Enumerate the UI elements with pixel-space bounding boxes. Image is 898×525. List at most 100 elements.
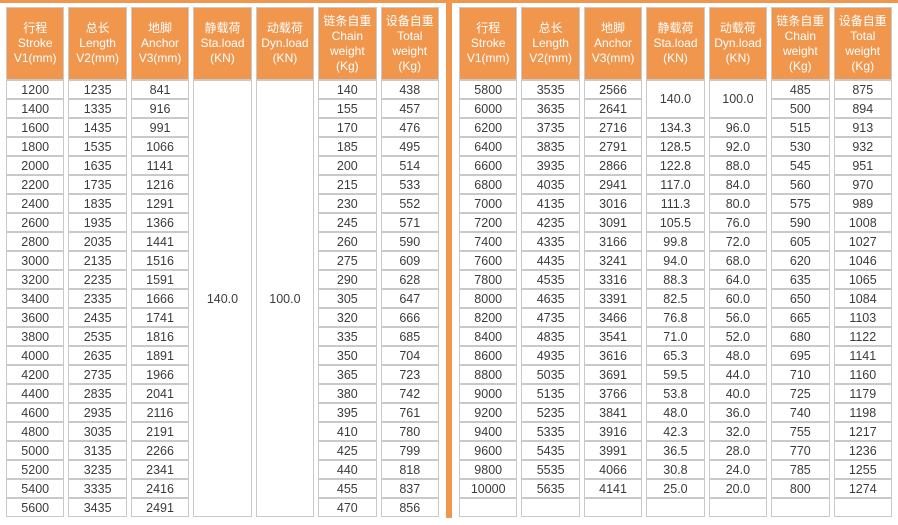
cell-sta-load: 82.5 <box>646 289 705 308</box>
cell-stroke: 1400 <box>6 99 65 118</box>
cell-anchor <box>583 498 643 517</box>
cell-sta-load: 128.5 <box>646 137 705 156</box>
header-cell-chain-weight: 链条自重 Chain weight (Kg) <box>318 7 377 80</box>
cell-total-weight: 1198 <box>833 403 892 422</box>
cell-length: 3535 <box>521 80 580 99</box>
cell-total-weight: 457 <box>380 99 439 118</box>
header-line: 行程 <box>23 21 48 35</box>
header-line: V1(mm) <box>13 51 57 65</box>
cell-anchor: 916 <box>130 99 190 118</box>
cell-stroke: 8200 <box>459 308 518 327</box>
table-row: 6000 3635 2641 500 894 <box>459 99 892 118</box>
table-row: 5800 3535 2566 140.0 100.0 485 875 <box>459 80 892 118</box>
header-line: weight <box>845 43 881 58</box>
table-body: 1200 1235 841 140.0 100.0 140 438 1400 1335 916 15… <box>6 80 439 517</box>
cell-sta-load: 42.3 <box>646 422 705 441</box>
table-row: 4800 3035 2191 410 780 <box>6 422 439 441</box>
table-row: 5600 3435 2491 470 856 <box>6 498 439 517</box>
cell-chain-weight: 305 <box>318 289 377 308</box>
header-cell-total-weight: 设备自重 Total weight (Kg) <box>380 7 439 80</box>
header-line: V1(mm) <box>466 51 510 65</box>
table-row: 9600 5435 3991 36.5 28.0 770 1236 <box>459 441 892 460</box>
cell-length: 2435 <box>68 308 127 327</box>
table-row: 4200 2735 1966 365 723 <box>6 365 439 384</box>
header-line: 总长 <box>85 21 110 35</box>
cell-chain-weight: 485 <box>771 80 830 99</box>
cell-stroke: 3200 <box>6 270 65 289</box>
header-cell-dyn-load: 动载荷 Dyn.load (KN) <box>708 7 768 80</box>
header-row: 行程 Stroke V1(mm) 总长 Length V2(mm) 地脚 Anchor V3(m… <box>6 7 439 80</box>
table-row: 2000 1635 1141 200 514 <box>6 156 439 175</box>
cell-total-weight: 476 <box>380 118 439 137</box>
cell-sta-load: 117.0 <box>646 175 705 194</box>
cell-dyn-load-merged: 100.0 <box>708 80 768 118</box>
cell-anchor: 2041 <box>130 384 190 403</box>
cell-anchor: 3541 <box>583 327 643 346</box>
cell-anchor: 3466 <box>583 308 643 327</box>
cell-stroke: 2400 <box>6 194 65 213</box>
cell-chain-weight: 155 <box>318 99 377 118</box>
cell-anchor: 3241 <box>583 251 643 270</box>
cell-length: 2935 <box>68 403 127 422</box>
cell-chain-weight: 455 <box>318 479 377 498</box>
cell-length: 5535 <box>521 460 580 479</box>
cell-length: 3035 <box>68 422 127 441</box>
cell-chain-weight: 575 <box>771 194 830 213</box>
cell-stroke: 9000 <box>459 384 518 403</box>
cell-total-weight: 438 <box>380 80 439 99</box>
cell-dyn-load: 32.0 <box>708 422 768 441</box>
cell-length: 4935 <box>521 346 580 365</box>
cell-anchor: 2491 <box>130 498 190 517</box>
cell-chain-weight: 230 <box>318 194 377 213</box>
half-divider-bar <box>446 0 452 518</box>
table-row: 2200 1735 1216 215 533 <box>6 175 439 194</box>
cell-length: 4635 <box>521 289 580 308</box>
cell-sta-load: 111.3 <box>646 194 705 213</box>
cell-total-weight: 761 <box>380 403 439 422</box>
cell-chain-weight: 500 <box>771 99 830 118</box>
cell-stroke: 5200 <box>6 460 65 479</box>
header-cell-anchor: 地脚 Anchor V3(mm) <box>583 7 643 80</box>
header-line: Anchor <box>141 36 180 50</box>
table-row: 9200 5235 3841 48.0 36.0 740 1198 <box>459 403 892 422</box>
cell-chain-weight: 770 <box>771 441 830 460</box>
cell-anchor: 2941 <box>583 175 643 194</box>
header-line: 总长 <box>538 21 563 35</box>
cell-length <box>521 498 580 517</box>
cell-dyn-load: 92.0 <box>708 137 768 156</box>
cell-anchor: 1666 <box>130 289 190 308</box>
table-row: 3000 2135 1516 275 609 <box>6 251 439 270</box>
cell-dyn-load: 76.0 <box>708 213 768 232</box>
table-row: 6600 3935 2866 122.8 88.0 545 951 <box>459 156 892 175</box>
cell-dyn-load: 24.0 <box>708 460 768 479</box>
header-line: Dyn.load <box>714 36 762 50</box>
cell-stroke: 8600 <box>459 346 518 365</box>
cell-length: 2135 <box>68 251 127 270</box>
header-line: Sta.load <box>653 36 698 50</box>
cell-stroke: 6400 <box>459 137 518 156</box>
cell-length: 5335 <box>521 422 580 441</box>
cell-stroke <box>459 498 518 517</box>
cell-stroke: 2600 <box>6 213 65 232</box>
cell-sta-load: 122.8 <box>646 156 705 175</box>
cell-chain-weight: 275 <box>318 251 377 270</box>
cell-total-weight: 1122 <box>833 327 892 346</box>
cell-anchor: 2716 <box>583 118 643 137</box>
table-row: 1400 1335 916 155 457 <box>6 99 439 118</box>
cell-length: 2735 <box>68 365 127 384</box>
cell-length: 1635 <box>68 156 127 175</box>
cell-chain-weight: 710 <box>771 365 830 384</box>
table-row: 8200 4735 3466 76.8 56.0 665 1103 <box>459 308 892 327</box>
cell-dyn-load: 80.0 <box>708 194 768 213</box>
cell-total-weight: 913 <box>833 118 892 137</box>
cell-length: 1235 <box>68 80 127 99</box>
cell-total-weight: 1008 <box>833 213 892 232</box>
cell-length: 5235 <box>521 403 580 422</box>
cell-anchor: 2416 <box>130 479 190 498</box>
header-cell-stroke: 行程 Stroke V1(mm) <box>459 7 518 80</box>
cell-stroke: 9800 <box>459 460 518 479</box>
cell-total-weight: 1065 <box>833 270 892 289</box>
cell-total-weight: 875 <box>833 80 892 99</box>
cell-sta-load: 94.0 <box>646 251 705 270</box>
cell-chain-weight: 365 <box>318 365 377 384</box>
